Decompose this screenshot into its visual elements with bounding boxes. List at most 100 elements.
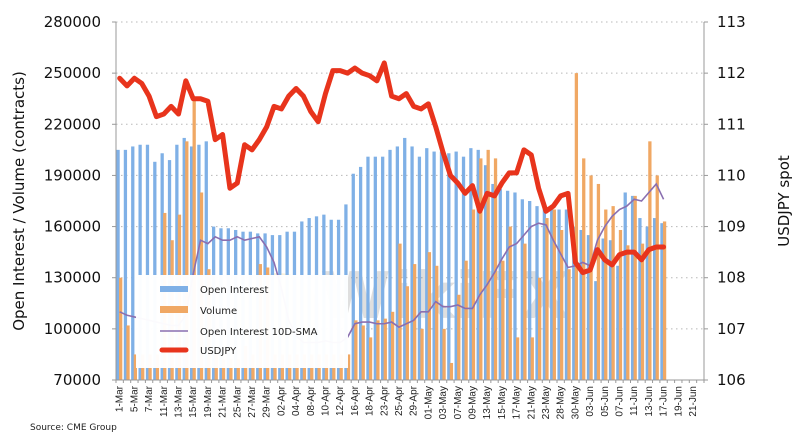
legend: Open Interest Volume Open Interest 10D-S… [136,275,348,368]
volume-bar [471,209,476,380]
volume-bar [626,245,630,380]
open-interest-bar [358,166,363,380]
open-interest-bar [131,146,135,380]
volume-bar [560,229,564,380]
open-interest-bar [123,149,128,380]
open-interest-bar [483,165,488,380]
x-tick-label: 19-Mar [203,385,214,417]
volume-bar [398,243,402,380]
volume-bar [640,243,645,380]
volume-bar [567,269,571,380]
x-tick-label: 17-May [512,386,523,419]
open-interest-bar [652,218,657,380]
y2-tick-label: 111 [717,115,746,133]
x-tick-label: 18-Apr [365,385,376,416]
open-interest-bar [564,209,569,380]
y2-tick-label: 109 [717,218,746,236]
y-tick-label: 70000 [53,371,101,389]
open-interest-bar [469,148,473,380]
open-interest-bar [513,192,517,380]
volume-bar [479,158,483,380]
x-tick-label: 21-May [526,386,537,419]
volume-bar [405,286,409,380]
x-tick-label: 23-May [541,386,552,419]
x-tick-label: 21-Jun [688,386,699,417]
x-tick-label: 30-May [570,386,581,419]
open-interest-bar [638,218,642,380]
open-interest-bar [388,149,392,380]
volume-bar [413,264,417,380]
volume-bar [221,359,226,380]
y-axis-title: Open Interest / Volume (contracts) [10,71,28,331]
x-tick-label: 23-Apr [379,385,390,416]
open-interest-bar [520,199,524,380]
volume-bar [427,252,432,380]
open-interest-bar [417,156,422,380]
y-tick-label: 250000 [44,64,101,82]
open-interest-bar [645,226,649,380]
open-interest-bar [182,137,186,380]
x-tick-label: 13-May [482,386,493,419]
volume-bar [530,337,534,380]
x-tick-label: 10-Apr [320,385,331,416]
y-tick-label: 100000 [44,320,101,338]
volume-bar [662,221,667,380]
x-tick-label: 29-Apr [409,385,420,416]
open-interest-bar [528,201,532,380]
open-interest-bar [373,156,377,380]
volume-bar [229,359,233,380]
volume-bar [537,277,542,380]
x-tick-label: 01-May [423,386,434,419]
x-tick-label: 27-Mar [247,385,258,417]
volume-bar [523,243,527,380]
x-tick-label: 04-Apr [291,385,302,416]
volume-bar [589,175,593,380]
open-interest-bar [175,144,179,380]
x-tick-label: 16-Apr [350,385,361,416]
open-interest-bar [550,206,554,380]
open-interest-bar [542,202,547,380]
volume-bar [611,206,615,380]
open-interest-bar [660,223,664,380]
open-interest-bar [116,149,120,380]
open-interest-bar [572,226,576,380]
right-axis-ticks: 106 107 108 109 110 111 112 113 [704,13,746,389]
volume-bar [633,195,637,380]
volume-bar [236,359,240,380]
x-tick-label: 09-May [467,386,478,419]
open-interest-bar [160,153,164,380]
open-interest-bar [586,235,591,380]
open-interest-bar [425,148,429,380]
y-tick-label: 220000 [44,115,101,133]
open-interest-bar [616,265,620,380]
x-tick-label: 5-Mar [129,385,140,412]
open-interest-bar [594,281,598,380]
y2-tick-label: 112 [717,64,746,82]
y-tick-label: 130000 [44,269,101,287]
open-interest-bar [630,195,635,380]
open-interest-bar [167,160,172,380]
open-interest-bar [138,144,142,380]
volume-bar [508,226,512,380]
x-tick-label: 21-Mar [218,385,229,417]
open-interest-bar [498,189,502,380]
volume-bar [596,183,601,380]
x-tick-label: 12-Apr [335,385,346,416]
x-tick-label: 02-Apr [276,385,287,416]
volume-bar [354,320,358,380]
legend-swatch-volume [160,306,188,313]
open-interest-bar [557,209,561,380]
x-tick-label: 7-Mar [144,385,155,412]
volume-bar [442,328,446,380]
x-tick-label: 28-May [556,386,567,419]
x-tick-label: 11-Jun [629,386,640,416]
x-axis-ticks: 1-Mar 5-Mar 7-Mar 11-Mar 13-Mar 15-Mar 19-Mar 2… [115,380,705,419]
open-interest-bar [351,173,355,380]
open-interest-bar [454,151,458,380]
volume-bar [457,294,461,380]
x-tick-label: 11-Mar [159,385,170,417]
open-interest-bar [197,144,201,380]
volume-bar [119,277,123,380]
source-note: Source: CME Group [30,423,117,433]
x-tick-label: 03-Jun [585,386,596,417]
